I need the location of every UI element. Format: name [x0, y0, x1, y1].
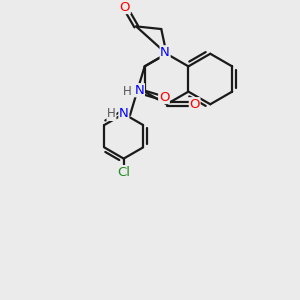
Text: O: O [159, 91, 169, 103]
Text: N: N [160, 46, 170, 59]
Text: O: O [189, 98, 200, 111]
Text: H: H [107, 107, 116, 120]
Text: Cl: Cl [117, 166, 130, 178]
Text: N: N [135, 84, 144, 97]
Text: O: O [120, 1, 130, 13]
Text: H: H [122, 85, 131, 98]
Text: N: N [119, 107, 129, 120]
